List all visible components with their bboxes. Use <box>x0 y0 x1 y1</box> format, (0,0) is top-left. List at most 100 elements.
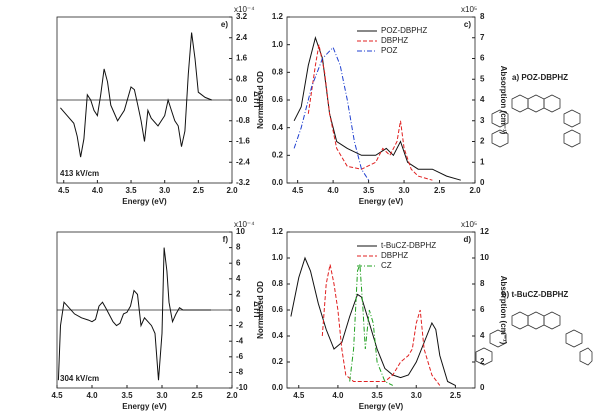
y-tick-label: 0.2 <box>272 150 284 159</box>
y2-tick-label: 7 <box>480 33 485 42</box>
x-tick-label: 4.5 <box>58 186 70 195</box>
x-tick-label: 3.0 <box>159 186 171 195</box>
y2-tick-label: 4 <box>480 95 485 104</box>
y-tick-label: 1.2 <box>272 227 284 236</box>
y-tick-label: 0.6 <box>272 95 284 104</box>
y2-tick-label: 8 <box>480 12 485 21</box>
y-tick-label: 4 <box>236 274 241 283</box>
data-line <box>57 247 211 381</box>
annotation: 413 kV/cm <box>60 169 99 178</box>
x-tick-label: 3.5 <box>121 391 133 400</box>
y-tick-label: 2 <box>236 290 241 299</box>
y2-tick-label: 10 <box>480 253 489 262</box>
x-tick-label: 3.5 <box>125 186 137 195</box>
x-tick-label: 3.0 <box>411 391 423 400</box>
y-tick-label: 1.0 <box>272 253 284 262</box>
y-tick-label: 8 <box>236 243 241 252</box>
legend-label: CZ <box>381 261 392 270</box>
y-tick-label: -8 <box>236 368 244 377</box>
y-tick-label: -4 <box>236 336 244 345</box>
y2-tick-label: 12 <box>480 227 489 236</box>
y-axis-title: ΔT/T <box>252 301 261 319</box>
y-tick-label: -3.2 <box>236 178 250 187</box>
y-tick-label: 0.2 <box>272 357 284 366</box>
y-tick-label: -0.8 <box>236 116 250 125</box>
x-tick-label: 2.5 <box>434 186 446 195</box>
x-tick-label: 4.0 <box>92 186 104 195</box>
panel-label: f) <box>223 235 229 244</box>
y-tick-label: 0.8 <box>236 74 248 83</box>
y2-tick-label: 6 <box>480 54 485 63</box>
y-tick-label: 6 <box>236 258 241 267</box>
y-tick-label: 0.0 <box>272 383 284 392</box>
legend-label: POZ-DBPHZ <box>381 26 427 35</box>
y2-tick-label: 0 <box>480 383 485 392</box>
molecule-label: a) POZ-DBPHZ <box>512 73 568 82</box>
data-line <box>293 46 370 181</box>
y-axis-title: Normalised OD <box>256 281 265 339</box>
panel-label: d) <box>463 235 471 244</box>
y2-tick-label: 3 <box>480 116 485 125</box>
legend-label: DBPHZ <box>381 36 408 45</box>
molecule-structure <box>475 311 593 366</box>
x-tick-label: 2.0 <box>226 186 238 195</box>
y-tick-label: 1.6 <box>236 54 248 63</box>
y-tick-label: 2.4 <box>236 33 248 42</box>
molecule-structure <box>491 94 581 148</box>
y2-tick-label: 2 <box>480 137 485 146</box>
x-tick-label: 4.0 <box>86 391 98 400</box>
y-tick-label: 1.0 <box>272 40 284 49</box>
x-tick-label: 3.0 <box>156 391 168 400</box>
legend-label: POZ <box>381 46 398 55</box>
y2-tick-label: 4 <box>480 331 485 340</box>
legend-label: t-BuCZ-DBPHZ <box>381 241 436 250</box>
y2-tick-label: 8 <box>480 279 485 288</box>
y2-tick-label: 6 <box>480 305 485 314</box>
data-line <box>60 32 212 158</box>
molecule-label: b) t-BuCZ-DBPHZ <box>502 290 569 299</box>
data-line <box>290 256 456 386</box>
y-tick-label: 0.8 <box>272 67 284 76</box>
y-tick-label: -2.4 <box>236 157 250 166</box>
y-axis-title: Normalised OD <box>256 71 265 129</box>
y-tick-label: 0 <box>236 305 241 314</box>
data-line <box>293 35 461 181</box>
y-tick-label: -6 <box>236 352 244 361</box>
y-tick-label: 0.6 <box>272 305 284 314</box>
y-multiplier: x10⁻⁴ <box>234 220 255 229</box>
y2-tick-label: 1 <box>480 157 485 166</box>
x-axis-title: Energy (eV) <box>122 402 167 411</box>
panel-label: c) <box>464 20 471 29</box>
y-axis-title: ΔT/T <box>252 91 261 109</box>
legend-label: DBPHZ <box>381 251 408 260</box>
y-tick-label: -10 <box>236 383 248 392</box>
x-tick-label: 3.5 <box>372 391 384 400</box>
y-tick-label: 0.4 <box>272 331 284 340</box>
y2-tick-label: 0 <box>480 178 485 187</box>
y-multiplier: x10⁻⁴ <box>234 5 255 14</box>
x-tick-label: 3.5 <box>363 186 375 195</box>
y-tick-label: 10 <box>236 227 245 236</box>
x-tick-label: 2.5 <box>193 186 205 195</box>
x-tick-label: 4.5 <box>51 391 63 400</box>
x-tick-label: 4.5 <box>292 186 304 195</box>
y-tick-label: 0.0 <box>236 95 248 104</box>
x-tick-label: 2.5 <box>191 391 203 400</box>
x-axis-title: Energy (eV) <box>359 402 404 411</box>
y-tick-label: -1.6 <box>236 137 250 146</box>
y2-multiplier: x10⁵ <box>461 5 477 14</box>
x-axis-title: Energy (eV) <box>359 197 404 206</box>
x-tick-label: 3.0 <box>398 186 410 195</box>
y2-axis-title: Absorption (cm⁻¹) <box>499 276 508 345</box>
y2-tick-label: 5 <box>480 74 485 83</box>
x-axis-title: Energy (eV) <box>122 197 167 206</box>
data-line <box>307 44 433 181</box>
y-tick-label: 0.0 <box>272 178 284 187</box>
y-tick-label: 0.8 <box>272 279 284 288</box>
y2-axis-title: Absorption (cm⁻¹) <box>499 66 508 135</box>
panel-label: e) <box>221 20 228 29</box>
y-tick-label: 1.2 <box>272 12 284 21</box>
x-tick-label: 4.5 <box>293 391 305 400</box>
data-line <box>321 264 441 386</box>
